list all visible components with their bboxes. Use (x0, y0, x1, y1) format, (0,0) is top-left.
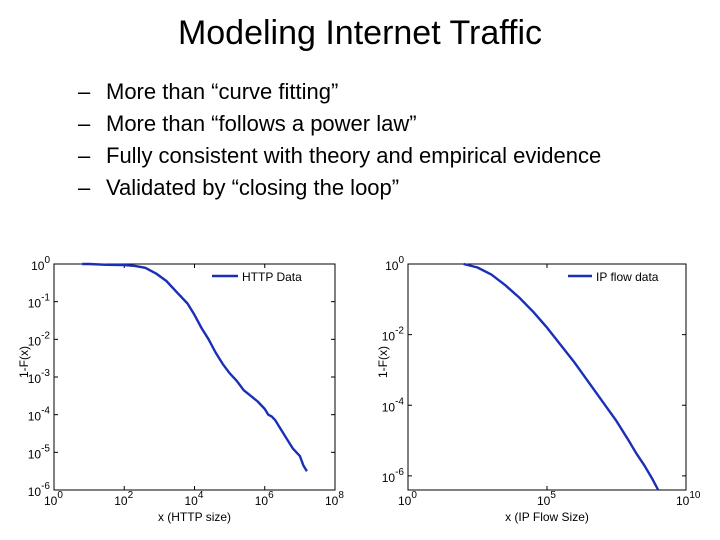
bullet-marker: – (78, 111, 91, 136)
bullet-text: Fully consistent with theory and empiric… (106, 143, 602, 168)
y-tick-label: 100 (385, 255, 404, 273)
y-tick-label: 10-1 (28, 293, 51, 311)
y-tick-label: 10-5 (28, 443, 51, 461)
x-axis-label: x (IP Flow Size) (505, 510, 589, 524)
x-tick-label: 106 (255, 490, 274, 508)
bullet-list: – More than “curve fitting” – More than “f… (78, 76, 601, 204)
x-tick-label: 102 (114, 490, 133, 508)
plot-frame (407, 263, 687, 491)
slide-title: Modeling Internet Traffic (177, 14, 543, 52)
y-axis-label: 1-F(x) (17, 346, 31, 378)
y-tick-label: 10-3 (28, 368, 51, 386)
x-tick-label: 104 (185, 490, 204, 508)
y-tick-label: 10-2 (28, 330, 51, 348)
x-tick-label: 100 (398, 490, 417, 508)
legend-label: HTTP Data (242, 270, 302, 284)
bullet-marker: – (78, 175, 91, 200)
y-tick-label: 10-4 (382, 396, 405, 414)
x-tick-label: 1010 (676, 490, 701, 508)
bullet-item: – More than “curve fitting” (78, 76, 601, 108)
x-tick-label: 105 (537, 490, 556, 508)
y-axis-label: 1-F(x) (376, 346, 390, 378)
bullet-item: – More than “follows a power law” (78, 108, 601, 140)
bullet-item: – Validated by “closing the loop” (78, 172, 601, 204)
bullet-text: More than “curve fitting” (106, 79, 339, 104)
bullet-item: – Fully consistent with theory and empiri… (78, 140, 601, 172)
legend-label: IP flow data (596, 270, 659, 284)
y-tick-label: 10-6 (28, 481, 51, 499)
x-tick-label: 108 (325, 490, 344, 508)
x-axis-label: x (HTTP size) (158, 510, 231, 524)
bullet-text: Validated by “closing the loop” (106, 175, 400, 200)
bullet-marker: – (78, 79, 91, 104)
y-tick-label: 10-4 (28, 406, 51, 424)
bullet-text: More than “follows a power law” (106, 111, 417, 136)
y-tick-label: 10-6 (382, 467, 405, 485)
series-line (82, 262, 308, 472)
series-line (463, 262, 660, 491)
x-tick-label: 100 (44, 490, 63, 508)
y-tick-label: 10-2 (382, 326, 405, 344)
bullet-marker: – (78, 143, 91, 168)
y-tick-label: 100 (31, 255, 50, 273)
